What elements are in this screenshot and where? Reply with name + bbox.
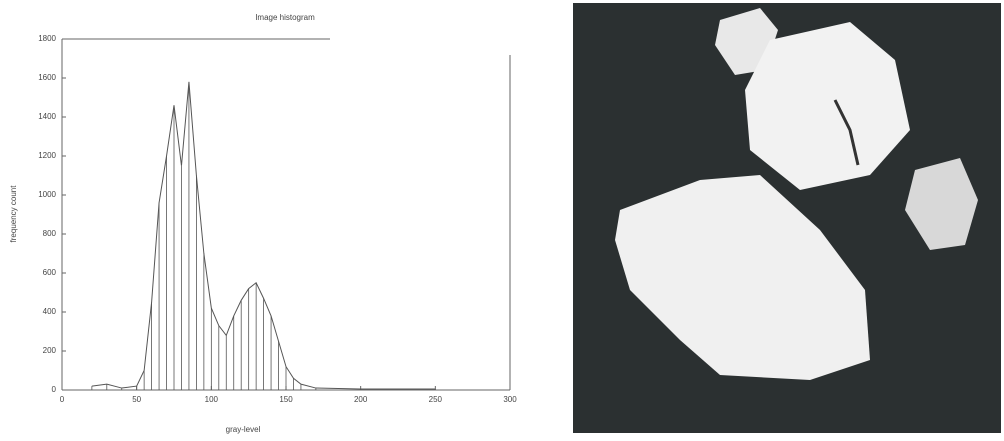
x-tick-label: 50 (132, 395, 141, 404)
image (573, 3, 1001, 433)
y-tick-label: 1200 (38, 151, 56, 160)
chart: Image histogram gray-level frequency cou… (9, 13, 517, 434)
chart-title: Image histogram (255, 13, 315, 22)
x-tick-label: 0 (60, 395, 65, 404)
x-tick-label: 250 (429, 395, 443, 404)
y-axis-label: frequency count (9, 185, 18, 243)
y-tick-label: 1600 (38, 73, 56, 82)
y-tick-label: 800 (43, 229, 57, 238)
y-tick-label: 0 (52, 385, 57, 394)
page: Image histogram gray-level frequency cou… (0, 0, 1004, 436)
x-tick-label: 300 (503, 395, 517, 404)
y-tick-label: 200 (43, 346, 57, 355)
x-axis-label: gray-level (226, 425, 261, 434)
y-tick-label: 400 (43, 307, 57, 316)
y-tick-label: 1000 (38, 190, 56, 199)
x-tick-label: 100 (205, 395, 219, 404)
x-tick-label: 150 (279, 395, 293, 404)
y-tick-label: 1800 (38, 34, 56, 43)
x-tick-label: 200 (354, 395, 368, 404)
y-tick-label: 1400 (38, 112, 56, 121)
y-tick-label: 600 (43, 268, 57, 277)
